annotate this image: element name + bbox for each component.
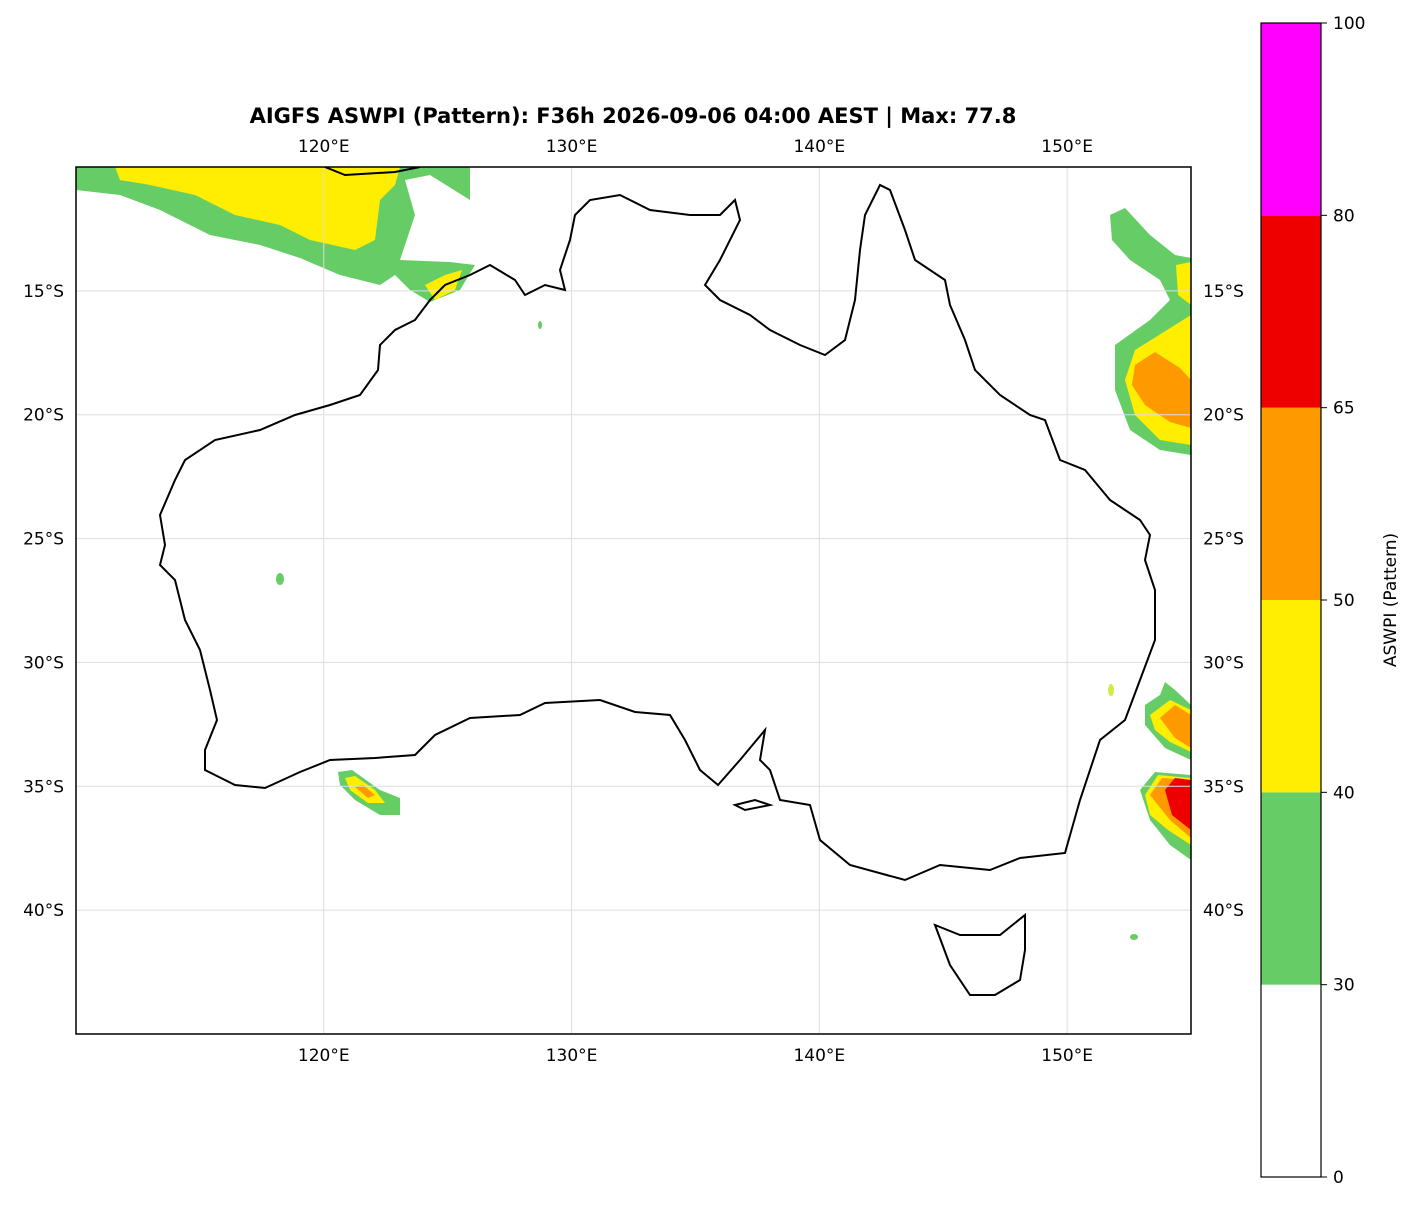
colorbar-band — [1261, 407, 1321, 600]
x-tick-label: 150°E — [1041, 137, 1093, 157]
y-tick-label: 20°S — [23, 406, 64, 426]
y-tick-label: 40°S — [23, 901, 64, 921]
x-tick-label: 130°E — [546, 137, 598, 157]
y-tick-label: 25°S — [23, 530, 64, 550]
y-tick-label: 15°S — [23, 282, 64, 302]
y-tick-label: 25°S — [1203, 530, 1244, 550]
x-tick-label: 140°E — [793, 1046, 845, 1066]
colorbar-band — [1261, 215, 1321, 408]
colorbar-band — [1261, 984, 1321, 1177]
colorbar-tick-label: 100 — [1333, 14, 1365, 34]
graticule — [76, 167, 1191, 1034]
colorbar-band — [1261, 792, 1321, 985]
map-frame — [75, 166, 1192, 1035]
y-tick-label: 35°S — [1203, 777, 1244, 797]
colorbar-label: ASWPI (Pattern) — [1381, 533, 1401, 667]
y-tick-label: 20°S — [1203, 406, 1244, 426]
x-tick-label: 150°E — [1041, 1046, 1093, 1066]
colorbar-band — [1261, 600, 1321, 793]
coastline — [158, 167, 1156, 996]
colorbar-tick-label: 65 — [1333, 399, 1355, 419]
y-tick-label: 40°S — [1203, 901, 1244, 921]
colorbar-tick-label: 30 — [1333, 976, 1355, 996]
y-tick-label: 35°S — [23, 777, 64, 797]
colorbar-tick-label: 50 — [1333, 591, 1355, 611]
colorbar-tick-label: 0 — [1333, 1168, 1344, 1188]
chart-title: AIGFS ASWPI (Pattern): F36h 2026-09-06 0… — [250, 104, 1017, 129]
y-tick-label: 15°S — [1203, 282, 1244, 302]
y-tick-label: 30°S — [1203, 653, 1244, 673]
map-area — [76, 167, 1191, 1034]
colorbar-tick-label: 80 — [1333, 206, 1355, 226]
x-tick-label: 120°E — [298, 1046, 350, 1066]
colorbar-band — [1261, 23, 1321, 216]
colorbar-tick-label: 40 — [1333, 783, 1355, 803]
colorbar: 0 30 40 50 65 80 100 — [1260, 14, 1365, 1188]
field-contours — [76, 167, 1191, 940]
x-tick-label: 120°E — [298, 137, 350, 157]
x-tick-label: 130°E — [546, 1046, 598, 1066]
x-tick-label: 140°E — [793, 137, 845, 157]
y-tick-label: 30°S — [23, 653, 64, 673]
